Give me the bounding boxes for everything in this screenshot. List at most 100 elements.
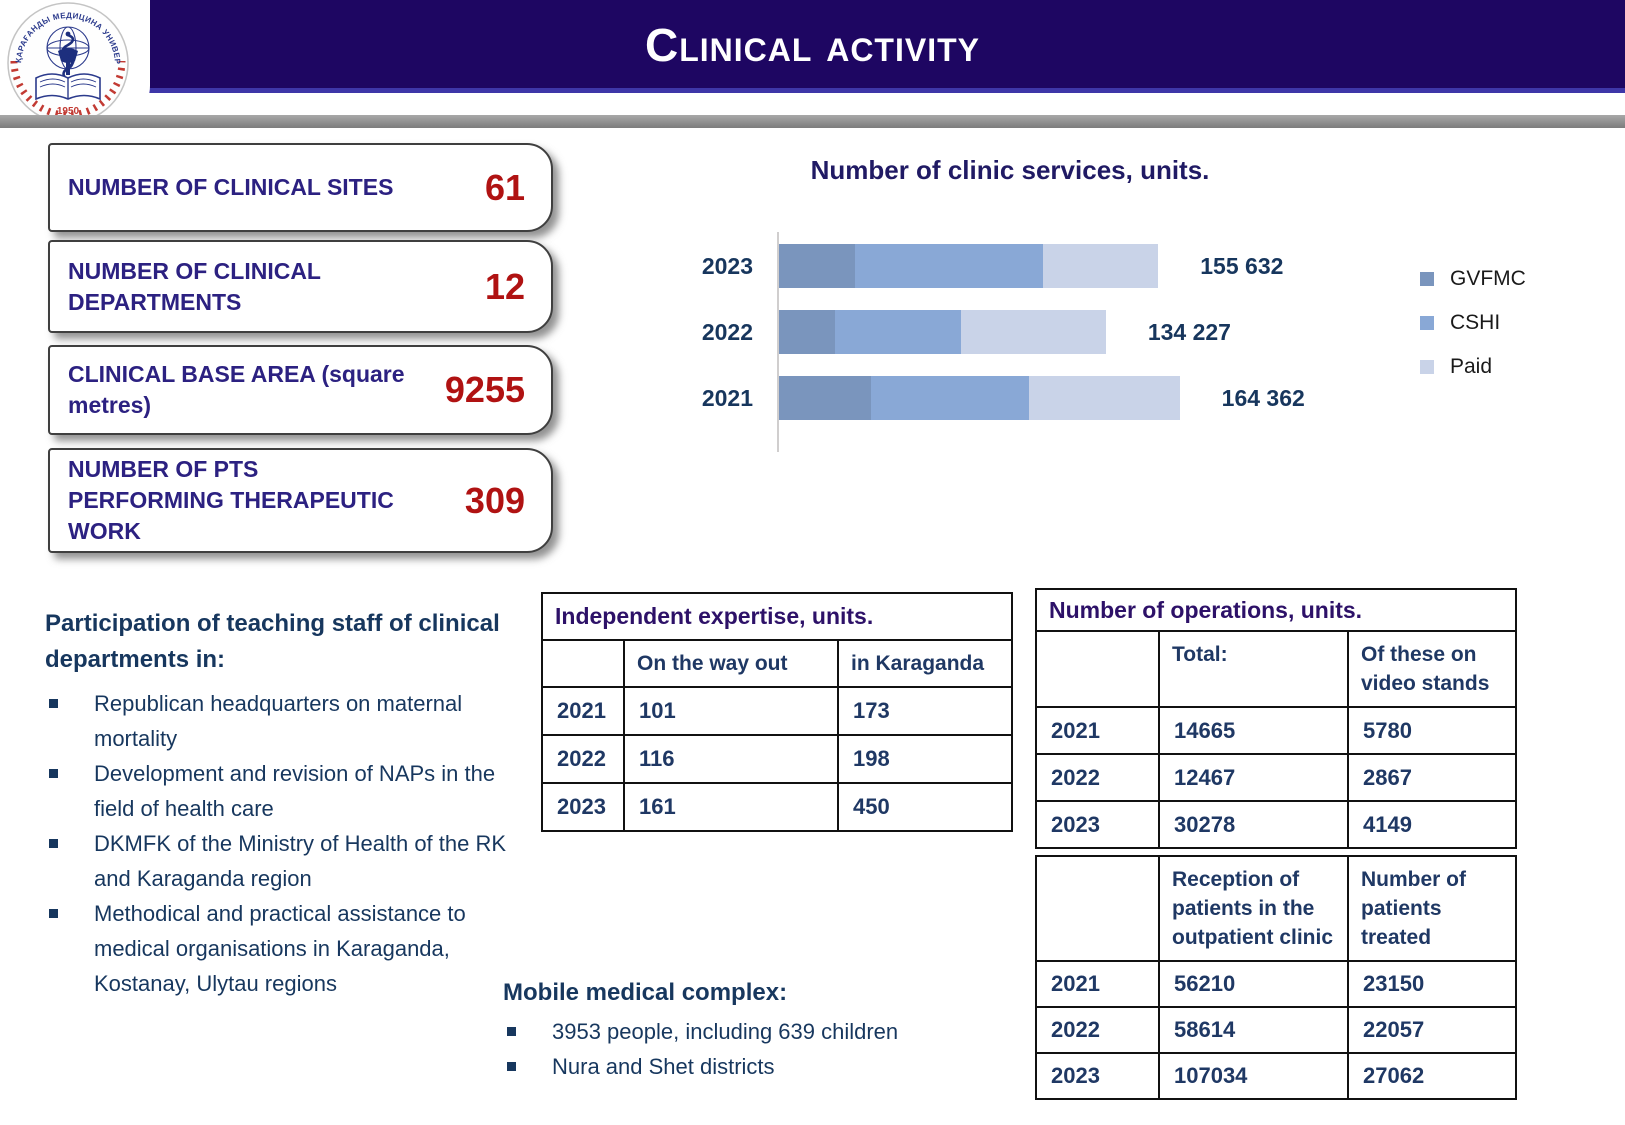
year-cell: 2021: [1035, 706, 1160, 755]
value-cell: 22057: [1347, 1006, 1517, 1054]
value-cell: 58614: [1158, 1006, 1349, 1054]
chart-year-label: 2021: [701, 384, 753, 411]
stat-value: 12: [484, 265, 525, 307]
value-cell: 107034: [1158, 1052, 1349, 1100]
legend-swatch-icon: [1420, 360, 1434, 374]
staff-participation-heading: Participation of teaching staff of clini…: [45, 610, 500, 673]
list-item-text: Nura and Shet districts: [552, 1054, 775, 1079]
value-cell: 173: [836, 686, 1014, 736]
value-cell: 5780: [1346, 706, 1518, 755]
logo-ornament: [10, 60, 126, 119]
year-cell: 2023: [1035, 800, 1160, 849]
legend-label: Paid: [1450, 355, 1493, 378]
square-bullet-icon: [49, 699, 58, 708]
stat-label: NUMBER OF CLINICAL DEPARTMENTS: [68, 257, 321, 315]
value-cell: 23150: [1347, 960, 1517, 1008]
mobile-complex-block: Mobile medical complex: 3953 people, inc…: [503, 976, 1013, 1084]
list-item-text: DKMFK of the Ministry of Health of the R…: [94, 831, 507, 891]
staff-participation-block: Participation of teaching staff of clini…: [45, 606, 527, 1001]
table-row: 2023 30278 4149: [1035, 800, 1518, 849]
table-row: 2023 107034 27062: [1035, 1052, 1517, 1100]
column-header: [1035, 855, 1160, 962]
list-item: Republican headquarters on maternal mort…: [45, 686, 527, 756]
year-cell: 2022: [541, 734, 625, 784]
column-header: Reception of patients in the outpatient …: [1158, 855, 1349, 962]
independent-expertise-table: Independent expertise, units. On the way…: [540, 592, 1014, 832]
stat-box-pts-therapeutic: NUMBER OF PTS PERFORMING THERAPEUTIC WOR…: [48, 448, 553, 553]
chart-row-2023: 2023 155 632: [650, 244, 1625, 288]
square-bullet-icon: [49, 839, 58, 848]
chart-year-label: 2023: [701, 252, 753, 279]
chart-year-label: 2022: [701, 318, 753, 345]
patients-table: Reception of patients in the outpatient …: [1035, 855, 1517, 1100]
list-item: Development and revision of NAPs in the …: [45, 756, 527, 826]
value-cell: 56210: [1158, 960, 1349, 1008]
value-cell: 27062: [1347, 1052, 1517, 1100]
value-cell: 198: [836, 734, 1014, 784]
snake-bowl-icon: [58, 31, 78, 82]
year-cell: 2022: [1035, 753, 1160, 802]
mobile-complex-heading: Mobile medical complex:: [503, 979, 788, 1006]
table-row: 2023 161 450: [541, 782, 1014, 832]
year-cell: 2021: [1035, 960, 1160, 1008]
bar-total-label: 134 227: [1147, 318, 1231, 345]
operations-table: Number of operations, units. Total: Of t…: [1034, 588, 1518, 849]
stacked-bar-2021: [777, 376, 1180, 420]
square-bullet-icon: [49, 769, 58, 778]
page-title: Clinical activity: [645, 19, 980, 71]
year-cell: 2022: [1035, 1006, 1160, 1054]
column-header: Number of patients treated: [1347, 855, 1517, 962]
bar-segment-cshi: [854, 244, 1044, 288]
list-item-text: Methodical and practical assistance to m…: [94, 901, 466, 996]
chart-axis-line: [777, 232, 779, 452]
table-row: 2021 14665 5780: [1035, 706, 1518, 755]
clinic-services-chart: Number of clinic services, units. 2023 1…: [650, 155, 1625, 455]
stat-label: NUMBER OF PTS PERFORMING THERAPEUTIC WOR…: [68, 456, 394, 544]
square-bullet-icon: [49, 909, 58, 918]
column-header: Of these on video stands: [1346, 630, 1518, 708]
year-cell: 2023: [1035, 1052, 1160, 1100]
table-row: 2022 58614 22057: [1035, 1006, 1517, 1054]
bar-segment-cshi: [834, 310, 961, 354]
legend-label: GVFMC: [1450, 267, 1526, 290]
list-item: Nura and Shet districts: [503, 1049, 1013, 1084]
bar-segment-gvfmc: [777, 376, 871, 420]
bar-total-label: 164 362: [1221, 384, 1305, 411]
table-row: 2022 116 198: [541, 734, 1014, 784]
chart-row-2022: 2022 134 227: [650, 310, 1625, 354]
stat-box-clinical-departments: NUMBER OF CLINICAL DEPARTMENTS 12: [48, 240, 553, 333]
chart-title: Number of clinic services, units.: [810, 155, 1210, 185]
value-cell: 116: [623, 734, 839, 784]
logo-year: 1950: [57, 106, 80, 117]
stacked-bar-2022: [777, 310, 1106, 354]
value-cell: 450: [836, 782, 1014, 832]
list-item-text: Development and revision of NAPs in the …: [94, 761, 496, 821]
year-cell: 2021: [541, 686, 625, 736]
value-cell: 14665: [1158, 706, 1349, 755]
value-cell: 2867: [1346, 753, 1518, 802]
book-icon: [35, 73, 101, 101]
bar-segment-gvfmc: [777, 244, 855, 288]
stat-value: 61: [484, 166, 525, 208]
legend-swatch-icon: [1420, 272, 1434, 286]
value-cell: 12467: [1158, 753, 1349, 802]
table-row: 2021 101 173: [541, 686, 1014, 736]
bar-segment-paid: [1028, 376, 1180, 420]
university-logo: ҚАРАҒАНДЫ МЕДИЦИНА УНИВЕРСИТЕТІ 1950: [6, 1, 129, 124]
legend-item-gvfmc: GVFMC: [1420, 267, 1526, 291]
stat-box-clinical-sites: NUMBER OF CLINICAL SITES 61: [48, 143, 553, 232]
list-item: Methodical and practical assistance to m…: [45, 896, 527, 1001]
bar-segment-paid: [960, 310, 1106, 354]
stat-label: CLINICAL BASE AREA (square metres): [68, 361, 405, 418]
list-item: 3953 people, including 639 children: [503, 1014, 1013, 1049]
list-item-text: Republican headquarters on maternal mort…: [94, 691, 463, 751]
value-cell: 161: [623, 782, 839, 832]
table-title: Independent expertise, units.: [540, 592, 1014, 641]
legend-swatch-icon: [1420, 316, 1434, 330]
value-cell: 101: [623, 686, 839, 736]
square-bullet-icon: [507, 1027, 516, 1036]
chart-legend: GVFMC CSHI Paid: [1420, 267, 1526, 379]
column-header: On the way out: [623, 639, 839, 688]
header-divider-bar: [0, 115, 1625, 128]
stat-label: NUMBER OF CLINICAL SITES: [68, 174, 394, 200]
